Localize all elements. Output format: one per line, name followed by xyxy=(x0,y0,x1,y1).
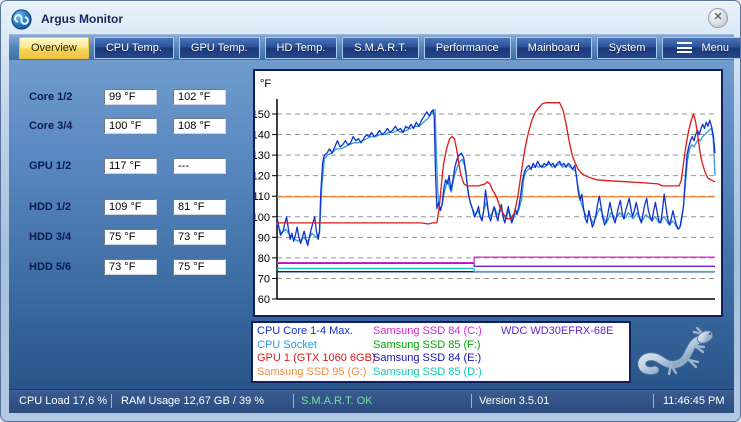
series-cpu-socket xyxy=(276,109,716,243)
statusbar-divider xyxy=(471,394,472,408)
legend-column-2: Samsung SSD 84 (C:) Samsung SSD 85 (F:) … xyxy=(373,325,482,379)
legend-item: CPU Socket xyxy=(257,338,317,351)
tab-bar: Overview CPU Temp. GPU Temp. HD Temp. S.… xyxy=(9,34,740,60)
y-tick-label: 70 xyxy=(258,273,270,285)
value-hdd-2: 81 °F xyxy=(173,199,226,215)
value-core-3: 100 °F xyxy=(104,118,157,134)
temperature-chart: 150 140 130 120 110 100 90 80 70 60 °F xyxy=(252,78,716,306)
statusbar-divider xyxy=(111,394,112,408)
app-logo-icon xyxy=(11,8,32,30)
y-tick-label: 110 xyxy=(255,191,270,203)
value-core-4: 108 °F xyxy=(173,118,226,134)
tab-menu[interactable]: Menu xyxy=(662,36,740,59)
label-core-1-2: Core 1/2 xyxy=(29,91,73,103)
hamburger-menu-icon xyxy=(677,42,693,53)
value-core-2: 102 °F xyxy=(173,89,226,105)
gecko-logo xyxy=(637,326,714,376)
series-cpu-core-1-4-max xyxy=(276,109,716,247)
value-gpu-1: 117 °F xyxy=(104,158,157,174)
cpu-load-status: CPU Load 17,6 % xyxy=(19,395,108,407)
statusbar-divider xyxy=(293,394,294,408)
legend-item: Samsung SSD 85 (F:) xyxy=(373,338,481,351)
ram-usage-status: RAM Usage 12,67 GB / 39 % xyxy=(121,395,265,407)
temperature-chart-panel: 150 140 130 120 110 100 90 80 70 60 °F xyxy=(252,69,723,317)
legend-column-3: WDC WD30EFRX-68E xyxy=(501,325,613,339)
value-gpu-2: --- xyxy=(173,158,226,174)
tab-hd-temp[interactable]: HD Temp. xyxy=(264,36,338,59)
chart-legend: CPU Core 1-4 Max. CPU Socket GPU 1 (GTX … xyxy=(251,321,631,383)
value-hdd-4: 73 °F xyxy=(173,229,226,245)
series-wdc-wd30efrx-68e xyxy=(277,262,715,267)
series-samsung-ssd-84-c xyxy=(277,256,715,264)
y-tick-label: 100 xyxy=(255,212,270,224)
label-core-3-4: Core 3/4 xyxy=(29,120,73,132)
label-gpu-1-2: GPU 1/2 xyxy=(29,160,72,172)
statusbar-divider xyxy=(653,394,654,408)
y-tick-label: 140 xyxy=(255,130,270,142)
y-axis-unit-label: °F xyxy=(260,78,271,90)
value-core-1: 99 °F xyxy=(104,89,157,105)
clock-status: 11:46:45 PM xyxy=(663,395,725,407)
legend-item: GPU 1 (GTX 1060 6GB) xyxy=(257,352,376,364)
y-tick-label: 60 xyxy=(258,294,270,306)
status-bar: CPU Load 17,6 % RAM Usage 12,67 GB / 39 … xyxy=(9,389,734,413)
tab-gpu-temp[interactable]: GPU Temp. xyxy=(178,36,260,59)
legend-column-1: CPU Core 1-4 Max. CPU Socket GPU 1 (GTX … xyxy=(257,325,376,379)
overview-page: Core 1/2 99 °F 102 °F Core 3/4 100 °F 10… xyxy=(9,60,734,389)
smart-status: S.M.A.R.T. OK xyxy=(301,395,373,407)
tab-mainboard[interactable]: Mainboard xyxy=(515,36,592,59)
title-bar[interactable]: Argus Monitor xyxy=(11,6,730,32)
legend-item: Samsung SSD 84 (E:) xyxy=(373,352,482,364)
menu-label: Menu xyxy=(701,41,729,54)
legend-item: Samsung SSD 84 (C:) xyxy=(373,325,482,337)
tab-system[interactable]: System xyxy=(596,36,658,59)
version-status: Version 3.5.01 xyxy=(479,395,550,407)
tab-performance[interactable]: Performance xyxy=(423,36,511,59)
legend-item: WDC WD30EFRX-68E xyxy=(501,325,614,337)
series-gpu-1-gtx-1060-6gb xyxy=(277,102,716,225)
tab-overview[interactable]: Overview xyxy=(19,36,89,59)
legend-item: Samsung SSD 85 (D:) xyxy=(373,365,482,378)
tab-cpu-temp[interactable]: CPU Temp. xyxy=(93,36,174,59)
y-tick-label: 120 xyxy=(255,171,270,183)
legend-item: Samsung SSD 95 (G:) xyxy=(257,365,367,378)
label-hdd-5-6: HDD 5/6 xyxy=(29,261,72,273)
value-hdd-3: 75 °F xyxy=(104,229,157,245)
y-tick-label: 150 xyxy=(255,109,270,121)
y-tick-label: 130 xyxy=(255,150,270,162)
legend-item: CPU Core 1-4 Max. xyxy=(257,325,353,337)
y-tick-label: 80 xyxy=(258,253,270,265)
tab-smart[interactable]: S.M.A.R.T. xyxy=(342,36,419,59)
close-button[interactable]: ✕ xyxy=(708,8,728,28)
window-title: Argus Monitor xyxy=(41,12,123,26)
y-tick-label: 90 xyxy=(258,232,270,244)
label-hdd-1-2: HDD 1/2 xyxy=(29,201,72,213)
value-hdd-5: 73 °F xyxy=(104,259,157,275)
series-samsung-ssd-85-d xyxy=(277,267,715,273)
label-hdd-3-4: HDD 3/4 xyxy=(29,231,72,243)
value-hdd-6: 75 °F xyxy=(173,259,226,275)
value-hdd-1: 109 °F xyxy=(104,199,157,215)
